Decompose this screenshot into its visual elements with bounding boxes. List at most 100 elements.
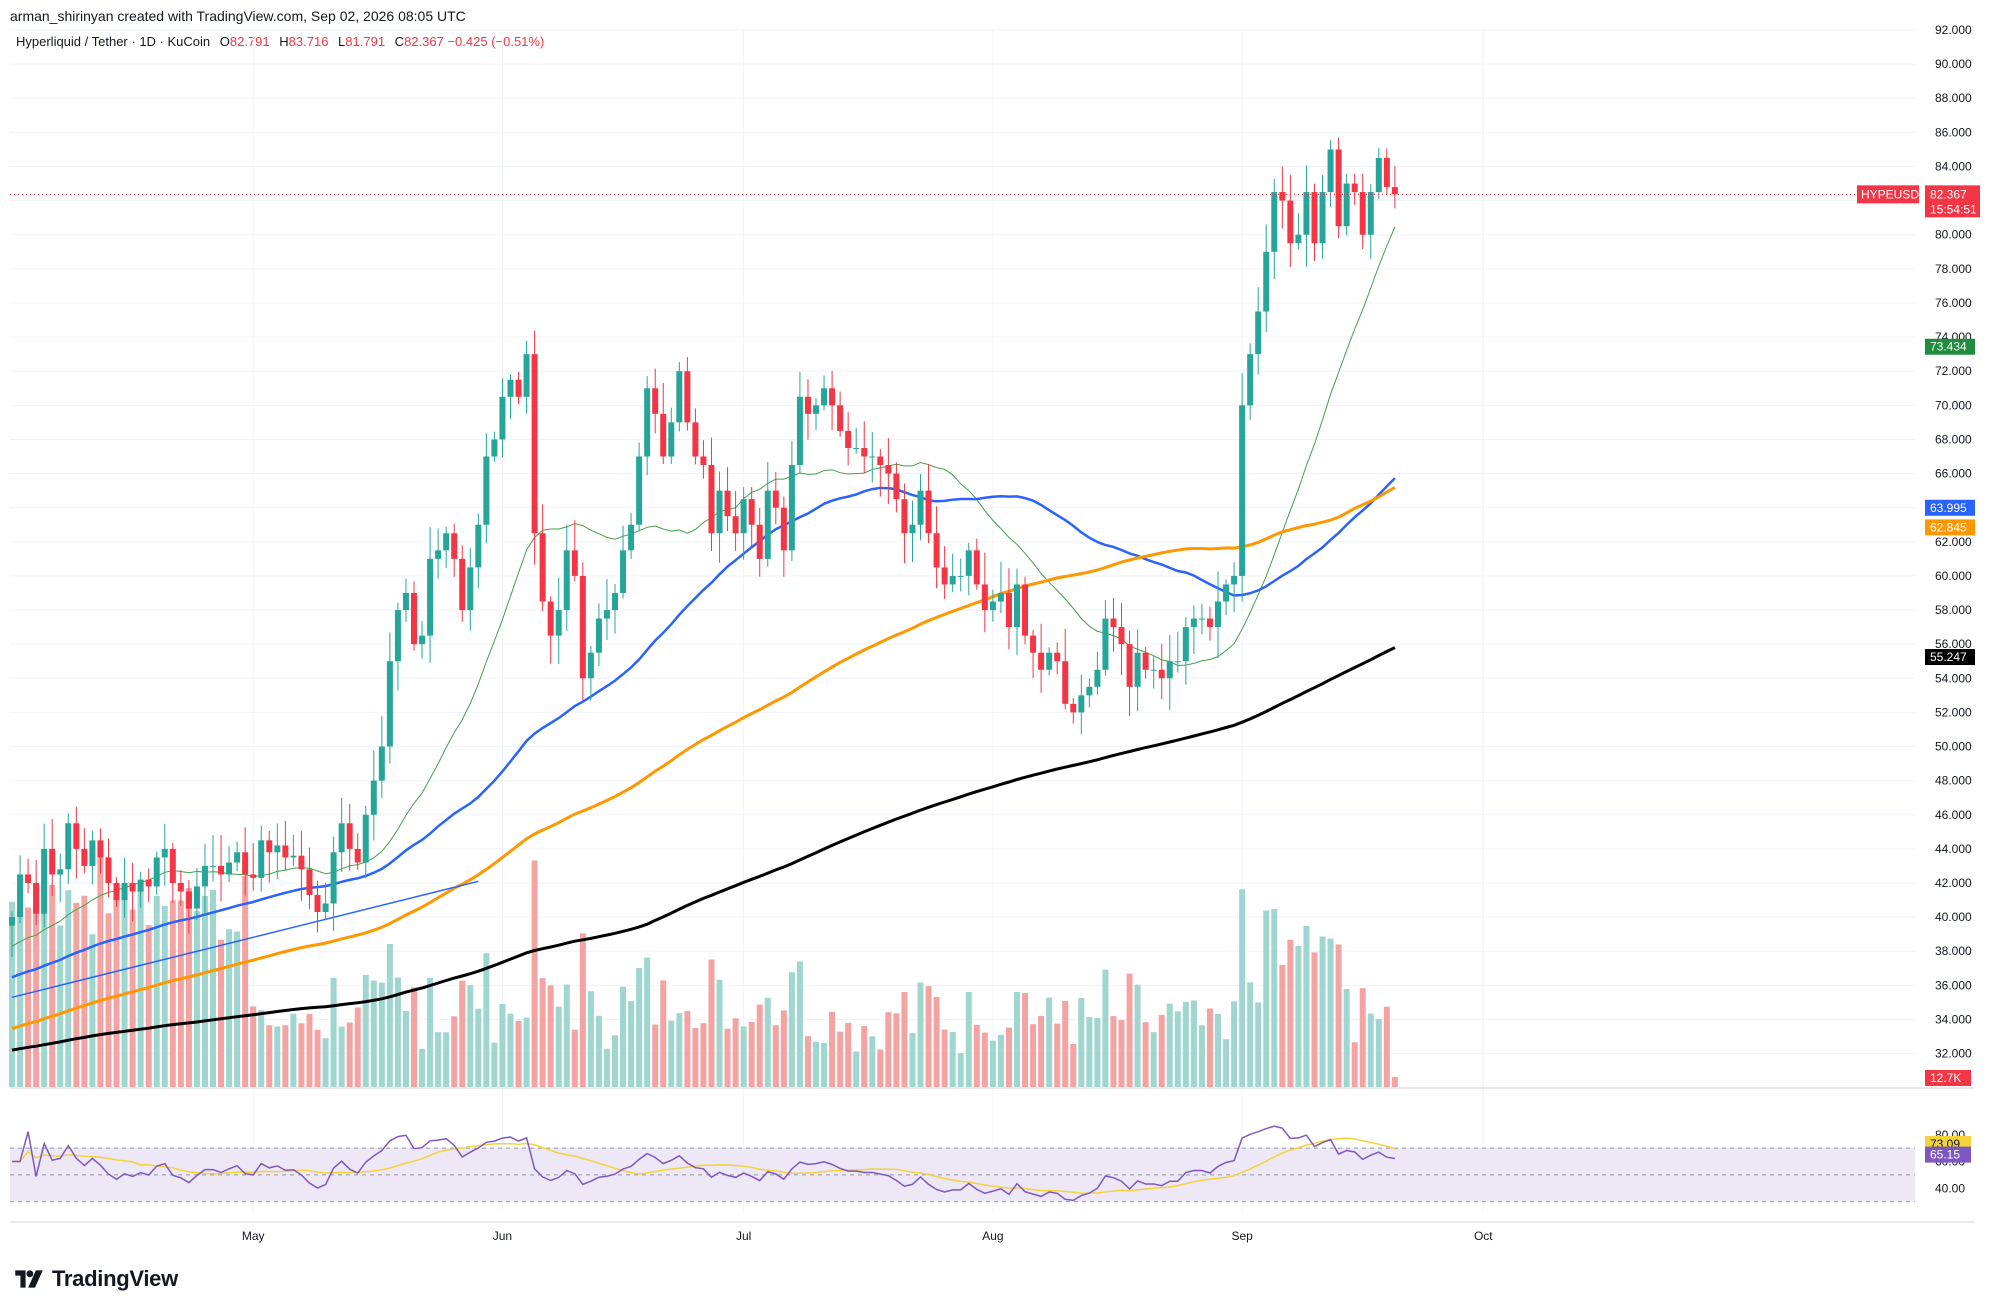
volume-bar [1110,1016,1117,1087]
volume-bar [1078,998,1085,1087]
volume-bar [1319,936,1326,1087]
candle-body [539,533,546,602]
candle [266,830,273,883]
candle [724,467,731,532]
candle-body [1351,183,1358,193]
attribution-text: arman_shirinyan created with TradingView… [10,8,466,24]
volume-bar [1375,1018,1382,1087]
candle [1158,643,1165,700]
candle-body [210,865,216,867]
rsi-tag-bg [1925,1146,1971,1163]
volume-bar [1190,1000,1197,1087]
price-tick-label: 88.000 [1935,91,1972,105]
candle-body [1126,644,1133,687]
volume-bar [676,1013,683,1087]
volume-bar [925,986,932,1087]
candle [89,830,96,885]
candle [1150,655,1157,689]
candle-body [973,550,980,585]
volume-bar [1311,952,1318,1087]
candle-body [1070,703,1077,713]
volume-bar [1070,1043,1077,1087]
candle-body [1014,584,1020,628]
volume-bar [419,1048,426,1087]
candle [41,823,48,928]
candle [1375,148,1382,200]
candle [644,376,651,476]
volume-bar [314,1029,321,1087]
price-tick-label: 76.000 [1935,296,1972,310]
candle-body [411,592,417,645]
candle [475,513,482,589]
candle-body [780,507,787,551]
volume-bar [700,1023,707,1087]
candle [210,834,216,882]
candle [499,378,506,458]
candle-body [386,661,393,747]
candle-body [1295,234,1302,244]
candle [153,851,160,896]
volume-bar [362,974,369,1087]
volume-bar [845,1022,852,1087]
candle [563,524,570,631]
candle-body [322,903,329,913]
candle [780,496,787,577]
volume-bar [788,972,795,1087]
volume-bar [201,895,208,1087]
candle [193,867,200,920]
volume-bar [531,860,538,1087]
volume-bar [1287,939,1294,1087]
symbol-tag-label: HYPEUSDT [1861,187,1927,201]
volume-bar [571,1029,578,1087]
candle-body [218,865,225,875]
candle [1182,617,1189,685]
symbol-name[interactable]: Hyperliquid / Tether · 1D · KuCoin [16,34,211,49]
volume-bar [1174,1011,1181,1087]
candle [81,828,88,874]
candle [1005,568,1012,650]
symbol-legend[interactable]: Hyperliquid / Tether · 1D · KuCoin O82.7… [16,34,544,49]
candle [965,542,972,596]
candle [708,437,715,551]
candle-body [290,855,297,858]
volume-bar [515,1020,522,1087]
volume-bar [290,1013,297,1087]
volume-bar [748,1022,755,1087]
candle-body [258,840,265,878]
volume-bar [242,875,249,1087]
volume-bar [563,984,570,1087]
candle-body [57,869,64,875]
candle [274,823,281,879]
candle-body [507,379,514,397]
close-value: 82.367 [404,34,444,49]
candle-body [1303,192,1310,235]
volume-bar [193,911,200,1087]
time-axis: May Jun Jul Aug Sep Oct [242,1229,1493,1243]
candle [925,463,932,544]
volume-bar [644,957,651,1087]
candle-body [571,550,578,576]
candle [1030,630,1037,679]
time-tick-label: Jun [493,1229,512,1243]
candle [1319,174,1326,259]
candle [909,500,916,563]
candle [620,525,627,599]
candle [716,471,723,563]
candle [427,527,434,663]
last-price-tag-value: 82.367 [1930,187,1967,201]
volume-bar [435,1032,442,1087]
brand-logo[interactable]: TradingView [12,1266,178,1292]
candle-body [644,388,651,457]
candle [845,412,852,466]
candle-body [989,601,996,611]
volume-bar [57,925,64,1087]
candle-body [901,499,908,534]
candle [1086,678,1093,708]
candle [1174,631,1181,673]
candle [1038,623,1045,693]
ma200-tag-bg [1925,649,1975,666]
candle [539,504,546,612]
volume-bar [306,1014,313,1087]
candle [1311,183,1318,262]
